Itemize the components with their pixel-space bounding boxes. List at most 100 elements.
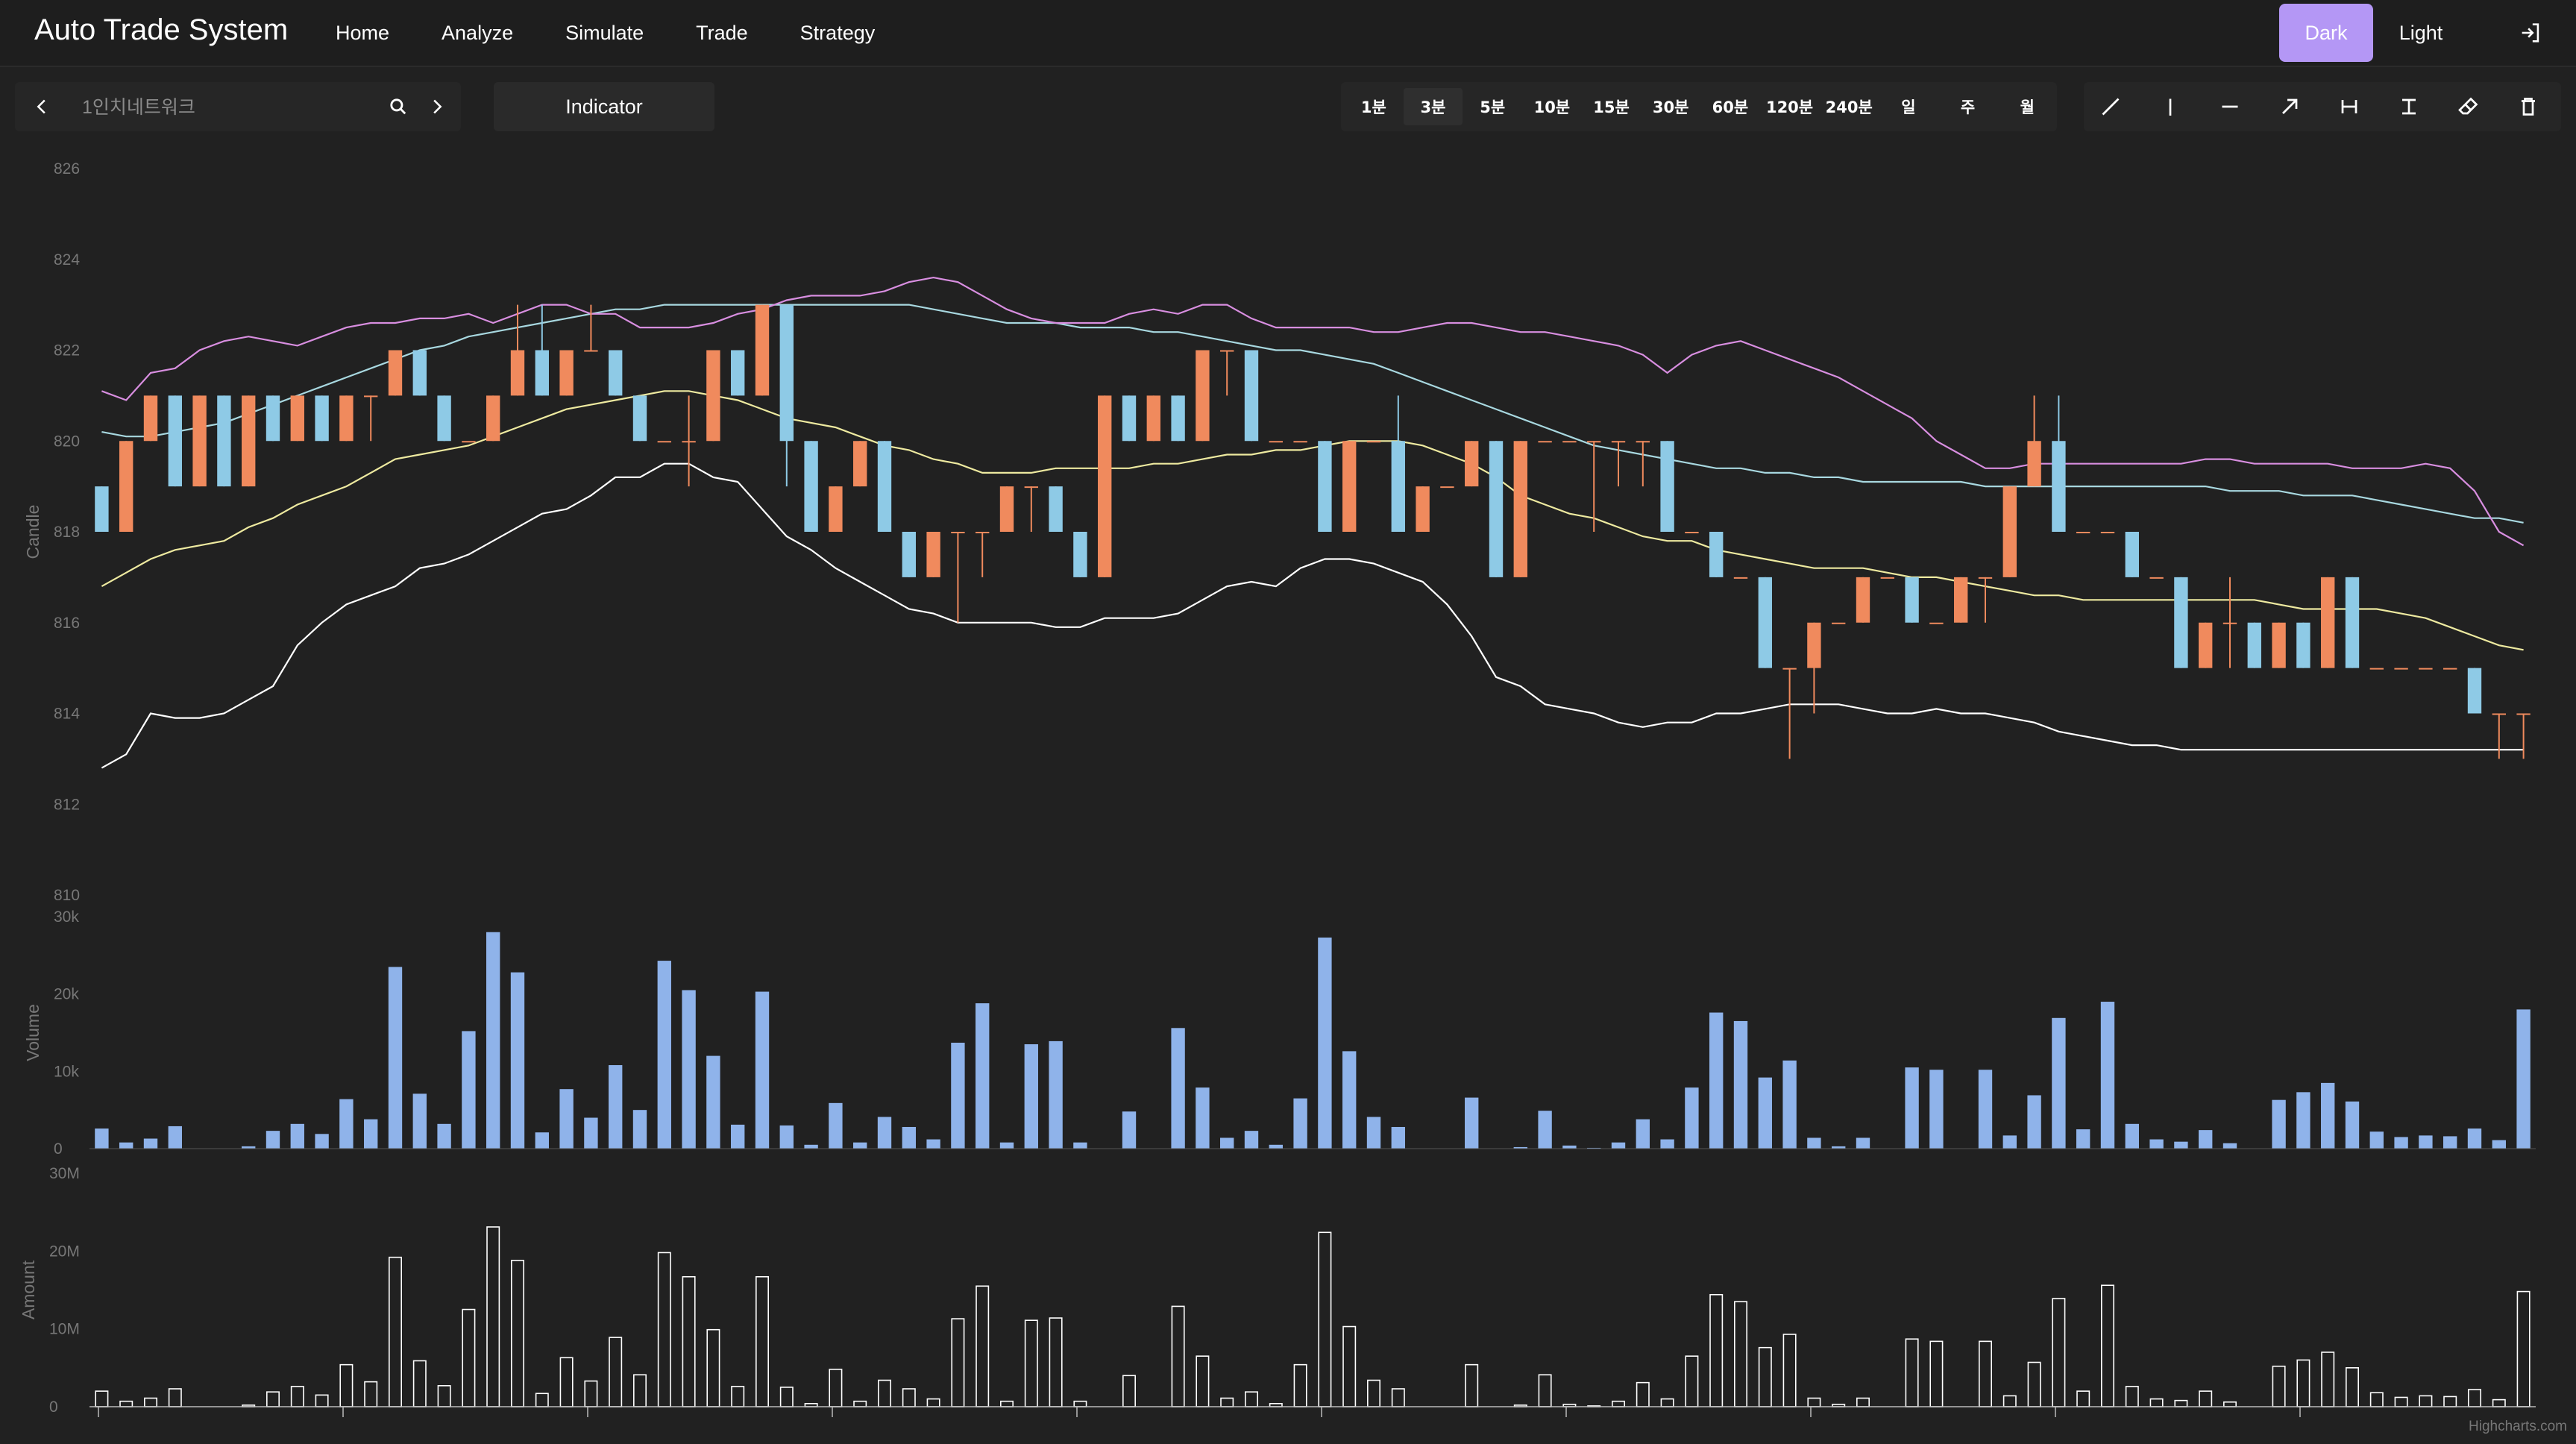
volume-bar [1049,1040,1063,1149]
amount-bar [951,1318,965,1407]
symbol-search [15,82,461,131]
interval-240m[interactable]: 240분 [1825,98,1873,116]
line-tool-icon[interactable] [2097,93,2124,120]
theme-dark-button[interactable]: Dark [2279,4,2373,62]
arrow-tool-icon[interactable] [2276,93,2303,120]
candle-body [1073,532,1087,577]
amount-y-tick: 10M [49,1321,80,1338]
trash-icon[interactable] [2515,93,2542,120]
vertical-range-tool-icon[interactable] [2396,93,2422,120]
candle-body [1489,441,1504,577]
nav-analyze[interactable]: Analyze [442,21,514,44]
nav-strategy[interactable]: Strategy [799,21,876,44]
volume-bar [1611,1142,1626,1149]
candle-body [2272,622,2286,668]
interval-10m[interactable]: 10분 [1533,98,1571,116]
candle-y-tick: 812 [54,796,80,813]
candle-body [1685,532,1699,533]
candle-body [976,532,990,533]
volume-bar [1856,1137,1870,1149]
interval-15m[interactable]: 15분 [1593,98,1630,116]
volume-bar [1024,1044,1038,1149]
interval-30m[interactable]: 30분 [1652,98,1689,116]
amount-bar [1465,1363,1479,1407]
candle-y-tick: 818 [54,524,80,541]
symbol-search-input[interactable] [81,91,367,124]
amount-bar [95,1390,109,1407]
candle-body [1880,577,1894,579]
theme-light-button[interactable]: Light [2398,21,2443,44]
volume-axis-title: Volume [23,1004,43,1061]
interval-60m[interactable]: 60분 [1712,98,1749,116]
candle-body [1587,441,1601,443]
chevron-left-icon[interactable] [30,94,55,119]
interval-1m[interactable]: 1분 [1360,98,1386,116]
stock-chart[interactable]: 826 824 822 820 818 816 814 812 810 30k 20k 10k 0 30M… [0,142,2576,1444]
candle-body [2419,668,2433,670]
volume-bar [999,1142,1014,1149]
volume-bar [339,1099,354,1149]
eraser-icon[interactable] [2455,93,2482,120]
interval-day[interactable]: 일 [1901,98,1916,116]
candle-body [242,395,256,487]
amount-bar [535,1393,549,1407]
volume-bar [2076,1129,2090,1149]
volume-bar [462,1031,476,1149]
interval-3m[interactable]: 3분 [1403,88,1463,125]
horizontal-range-tool-icon[interactable] [2336,93,2363,120]
nav-simulate[interactable]: Simulate [565,21,644,44]
candle-body [877,441,892,532]
volume-bar [632,1110,647,1149]
volume-bar [2199,1130,2213,1149]
volume-bar [2321,1082,2335,1149]
volume-bar [1733,1020,1748,1149]
amount-bar [2321,1352,2335,1407]
highcharts-credit[interactable]: Highcharts.com [2469,1419,2567,1434]
volume-bar [388,967,403,1149]
amount-bar [731,1386,745,1407]
vertical-line-tool-icon[interactable] [2157,93,2184,120]
candle-body [2199,622,2213,668]
amount-bar [706,1328,720,1407]
volume-bar [1220,1137,1234,1149]
candle-body [119,441,133,532]
candle-body [2002,486,2017,577]
candle-y-tick: 816 [54,615,80,632]
amount-bar [1171,1305,1185,1407]
logout-icon[interactable] [2518,20,2543,45]
volume-bar [1905,1067,1919,1149]
interval-month[interactable]: 월 [2020,98,2035,116]
nav-home[interactable]: Home [336,21,390,44]
interval-5m[interactable]: 5분 [1480,98,1506,116]
amount-bar [1220,1397,1234,1407]
chevron-right-icon[interactable] [424,94,449,119]
interval-week[interactable]: 주 [1960,98,1976,116]
volume-bar [2443,1136,2457,1149]
amount-bar [2199,1390,2213,1407]
candle-body [510,350,525,396]
amount-bar [437,1385,451,1407]
volume-bar [1832,1146,1846,1149]
candle-body [2174,577,2188,668]
amount-bar [2002,1395,2017,1407]
candle-body [1342,441,1357,532]
candle-body [1758,577,1772,668]
candle-body [2492,713,2506,715]
amount-bar [1367,1379,1380,1407]
candle-body [755,304,770,396]
bollinger-lower-line [101,462,2524,769]
amount-bar [1293,1363,1307,1407]
moving-average-line [101,304,2524,524]
horizontal-line-tool-icon[interactable] [2217,93,2243,120]
indicator-button[interactable]: Indicator [494,82,714,131]
interval-120m[interactable]: 120분 [1765,98,1814,116]
volume-bar [1122,1111,1137,1149]
app-title[interactable]: Auto Trade System [34,13,289,46]
search-icon[interactable] [386,94,411,119]
volume-bar [1562,1145,1577,1149]
candle-body [217,395,231,487]
nav-trade[interactable]: Trade [696,21,748,44]
volume-bar [1685,1087,1699,1149]
volume-bar [315,1134,329,1149]
volume-bar [731,1124,745,1149]
